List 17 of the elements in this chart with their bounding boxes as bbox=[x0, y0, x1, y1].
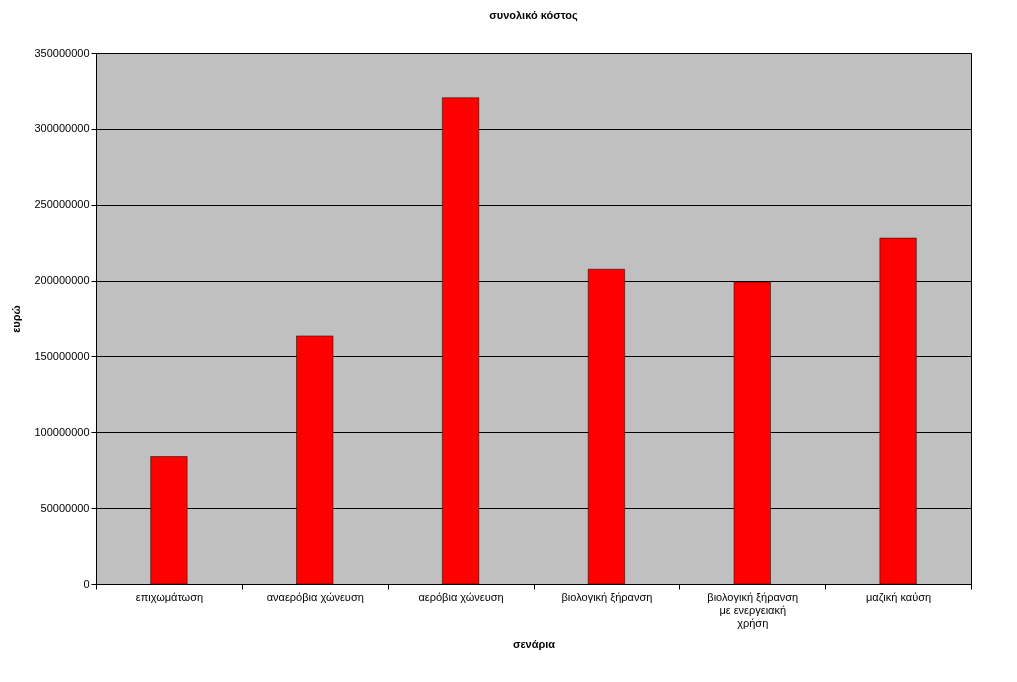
y-tick-label: 150000000 bbox=[34, 349, 90, 362]
x-tick-label: βιολογική ξήρανση bbox=[561, 590, 653, 603]
y-tick-label: 300000000 bbox=[34, 122, 90, 135]
x-tick-label: αναερόβια χώνευση bbox=[266, 590, 364, 603]
y-tick-label: 250000000 bbox=[34, 198, 90, 211]
x-tick-label: επιχωμάτωση bbox=[135, 590, 204, 603]
y-tick-label: 0 bbox=[83, 577, 90, 590]
x-tick-label: αερόβια χώνευση bbox=[418, 590, 504, 603]
y-tick-label: 50000000 bbox=[40, 501, 90, 514]
x-axis-title: σενάρια bbox=[512, 637, 556, 650]
y-axis-title: ευρώ bbox=[10, 305, 23, 333]
y-tick-label: 100000000 bbox=[34, 425, 90, 438]
chart-title: συνολικό κόστος bbox=[489, 9, 579, 22]
x-tick-label: μαζική καύση bbox=[866, 590, 932, 603]
y-tick-label: 200000000 bbox=[34, 274, 90, 287]
x-tick-label: βιολογική ξήρανση με ενεργειακή χρήση bbox=[707, 590, 799, 629]
y-tick-label: 350000000 bbox=[34, 46, 90, 59]
